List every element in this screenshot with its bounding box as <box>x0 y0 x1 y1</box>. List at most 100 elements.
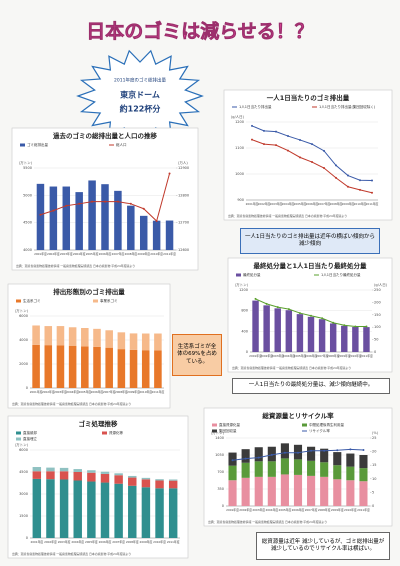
bar <box>307 316 315 352</box>
x-tick-label: 2004年度 <box>66 390 79 394</box>
line-point <box>283 451 286 454</box>
bar <box>117 349 126 388</box>
x-tick-label: 2010年度 <box>344 508 357 512</box>
line-point <box>287 135 289 138</box>
x-tick-label: 2004年度 <box>265 508 278 512</box>
line-point <box>359 188 361 191</box>
legend-label: ゴミ総排出量 <box>27 142 48 147</box>
y2-tick-label: 12800 <box>178 193 189 197</box>
legend-label: 生活系ゴミ <box>23 298 41 303</box>
y2-tick-label: 12700 <box>178 221 189 225</box>
x-tick-label: 2005年度 <box>294 202 307 206</box>
line-point <box>254 297 257 300</box>
x-tick-label: 2011年度 <box>360 354 373 358</box>
bar <box>359 468 368 482</box>
bar <box>154 350 162 388</box>
legend-swatch <box>93 299 98 303</box>
bar <box>152 220 161 250</box>
bar <box>228 465 237 481</box>
x-tick-label: 2007年度 <box>103 390 116 394</box>
bar <box>352 326 359 352</box>
legend-swatch <box>102 431 107 435</box>
line-point <box>362 448 365 451</box>
legend-label: 直接資源化量 <box>219 422 240 427</box>
bar <box>254 476 263 506</box>
poster-title: 日本のゴミは減らせる！？ <box>86 20 314 43</box>
x-tick-label: 2005年度 <box>85 540 98 544</box>
line-point <box>310 449 313 452</box>
y-tick-label: 4500 <box>23 221 32 225</box>
bar <box>62 186 71 250</box>
y-tick-label: 800 <box>241 309 248 313</box>
line-point <box>251 138 253 141</box>
chart-title: 排出形態別のゴミ排出量 <box>53 287 125 296</box>
bar <box>307 475 316 506</box>
x-tick-label: 2004年度 <box>282 354 295 358</box>
line-point <box>265 302 268 305</box>
y-tick-label: 400 <box>241 329 248 333</box>
x-tick-label: 2002年度 <box>42 390 55 394</box>
x-tick-label: 2006年度 <box>99 540 112 544</box>
line-point <box>276 306 279 309</box>
x-tick-label: 2007年度 <box>112 252 125 256</box>
line-point <box>371 191 373 194</box>
x-tick-label: 2010年度 <box>349 354 362 358</box>
y2-tick-label: 25 <box>372 436 376 440</box>
x-tick-label: 2001年度 <box>246 202 259 206</box>
x-tick-label: 2009年度 <box>342 202 355 206</box>
bar <box>280 474 289 506</box>
x-tick-label: 2003年度 <box>60 252 73 256</box>
bar <box>114 475 123 484</box>
bar <box>241 462 250 478</box>
y-tick-label: 0 <box>246 350 248 354</box>
bar <box>346 466 355 481</box>
y-tick-label: 0 <box>26 386 28 390</box>
line-point <box>336 449 339 452</box>
bar <box>44 345 53 388</box>
bar <box>44 326 53 346</box>
bar <box>114 483 123 538</box>
source-note: 出典：環境省廃棄物処理技術情報 一般廃棄物処理実態調査 日本の廃棄物 平成24年… <box>232 365 351 370</box>
bar <box>263 305 270 352</box>
callout: 一人1日当たりのゴミ排出量は近年の横ばい傾向から減少傾向 <box>240 228 380 254</box>
y-unit: (万トン) <box>19 161 33 165</box>
legend-swatch <box>16 431 21 435</box>
bar <box>165 220 174 250</box>
x-tick-label: 2004年度 <box>282 202 295 206</box>
x-tick-label: 2006年度 <box>306 202 319 206</box>
y-tick-label: 1400 <box>215 436 224 440</box>
line-point <box>155 220 158 223</box>
line-point <box>251 124 253 127</box>
y2-tick-label: 0 <box>374 350 376 354</box>
line-point <box>349 448 352 451</box>
legend-label: 中間処理後再生利用量 <box>309 422 344 427</box>
bar <box>46 471 55 480</box>
bar <box>293 459 303 475</box>
bar <box>254 447 263 462</box>
chart-title: 一人1日当たりのゴミ排出量 <box>267 93 350 102</box>
legend-swatch <box>236 273 241 277</box>
x-tick-label: 2009年度 <box>331 508 344 512</box>
x-tick-label: 2001年度 <box>30 540 43 544</box>
legend-label: 直接焼却 <box>23 430 37 435</box>
chart-title: 最終処分量と1人1日当たり最終処分量 <box>253 261 367 270</box>
x-tick-label: 2008年度 <box>327 354 340 358</box>
x-tick-label: 2009年度 <box>140 540 153 544</box>
callout: 一人1日当たりの最終処分量は、減少傾向継続中。 <box>232 378 390 394</box>
bar <box>101 184 109 250</box>
line-point <box>321 317 324 320</box>
line-point <box>332 321 335 324</box>
bar <box>320 462 329 477</box>
bar <box>68 346 77 388</box>
x-tick-label: 2006年度 <box>292 508 305 512</box>
y-tick-label: 0 <box>222 504 224 508</box>
x-tick-label: 2005年度 <box>78 390 91 394</box>
line-point <box>287 149 289 152</box>
bar <box>87 472 96 482</box>
y2-tick-label: 15 <box>372 463 376 467</box>
bar <box>73 469 82 472</box>
legend-label: リサイクル率 <box>309 428 330 433</box>
callout: 総資源量は近年 減少しているが、ゴミ総排出量が減少しているのでリサイクル率は横ば… <box>256 532 390 560</box>
